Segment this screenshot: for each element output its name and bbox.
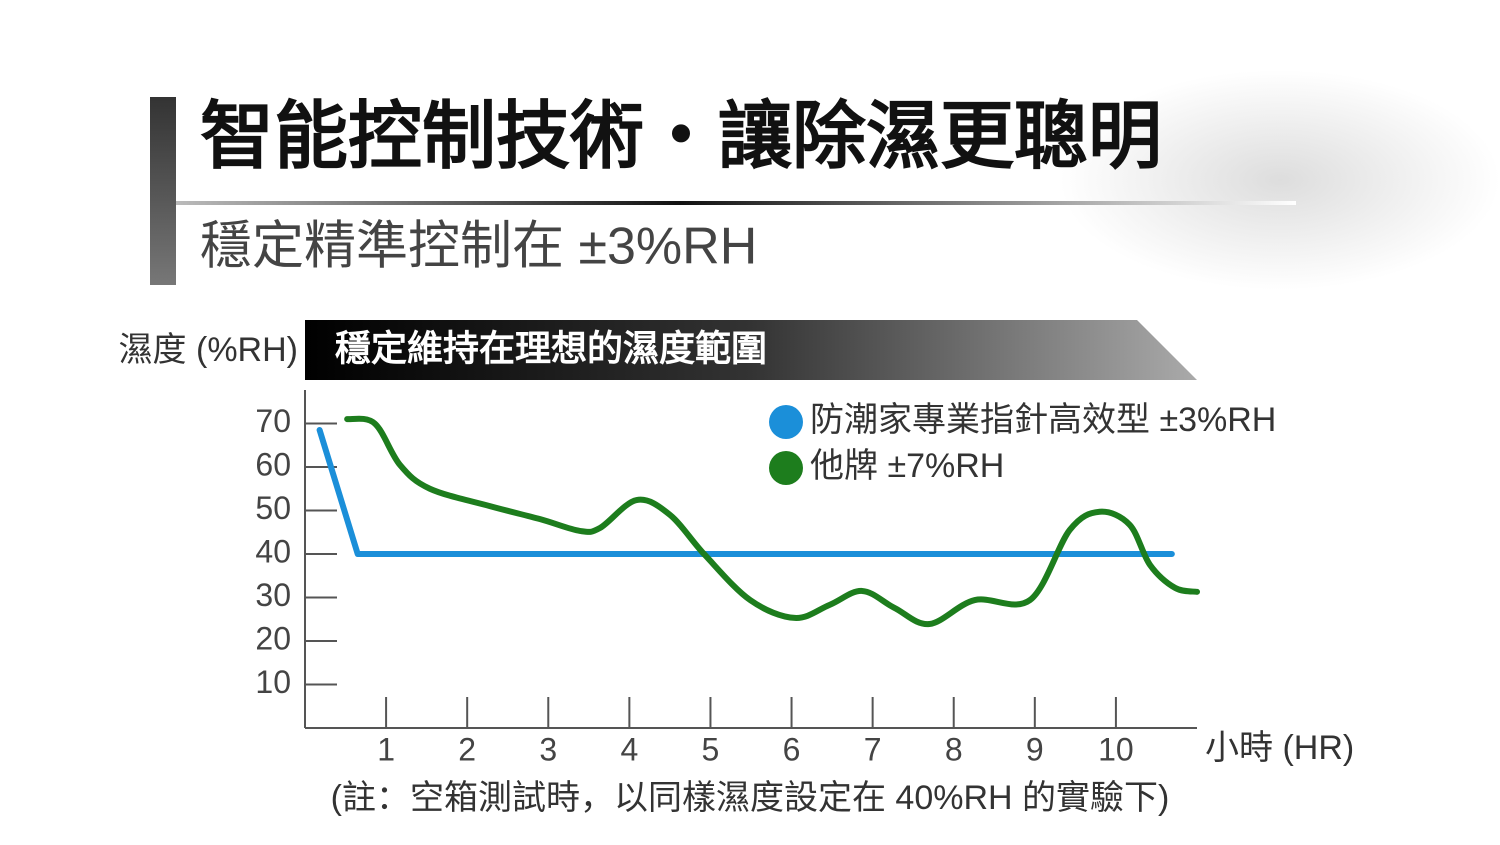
title-bar (150, 97, 176, 285)
y-tick-label: 70 (255, 403, 291, 439)
water-drop-decor (1060, 70, 1500, 290)
x-tick-label: 5 (702, 731, 720, 767)
y-tick-label: 30 (255, 577, 291, 613)
legend-marker (769, 405, 803, 439)
y-tick-label: 20 (255, 620, 291, 656)
x-tick-label: 6 (783, 731, 801, 767)
series-line (316, 426, 1175, 557)
y-tick-label: 50 (255, 490, 291, 526)
series-line (344, 415, 1200, 628)
y-axis-label: 濕度 (%RH) (119, 331, 298, 369)
note: (註：空箱測試時，以同樣濕度設定在 40%RH 的實驗下) (331, 779, 1170, 817)
x-tick-label: 7 (864, 731, 882, 767)
title: 智能控制技術・讓除濕更聰明 (200, 95, 1162, 178)
x-tick-label: 3 (539, 731, 557, 767)
y-tick-label: 60 (255, 446, 291, 482)
x-tick-label: 4 (620, 731, 638, 767)
legend-label: 他牌 ±7%RH (810, 447, 1004, 485)
y-tick-label: 10 (255, 664, 291, 700)
x-axis-label: 小時 (HR) (1205, 729, 1354, 767)
subtitle: 穩定精準控制在 ±3%RH (200, 218, 757, 276)
legend-label: 防潮家專業指針高效型 ±3%RH (810, 401, 1276, 439)
x-tick-label: 10 (1098, 731, 1134, 767)
y-tick-label: 40 (255, 533, 291, 569)
x-tick-label: 8 (945, 731, 963, 767)
legend-marker (769, 451, 803, 485)
banner (305, 320, 1197, 380)
x-tick-label: 2 (458, 731, 476, 767)
x-tick-label: 9 (1026, 731, 1044, 767)
banner-text: 穩定維持在理想的濕度範圍 (335, 328, 767, 369)
x-tick-label: 1 (377, 731, 395, 767)
separator (176, 201, 1296, 205)
